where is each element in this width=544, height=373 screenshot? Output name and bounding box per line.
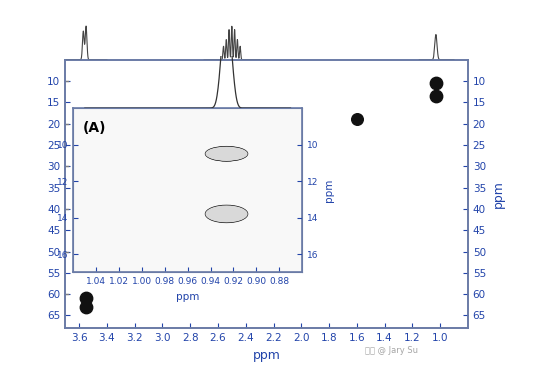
Ellipse shape — [217, 208, 237, 220]
Ellipse shape — [212, 207, 242, 221]
Ellipse shape — [210, 147, 243, 160]
Y-axis label: ppm: ppm — [324, 179, 334, 202]
Ellipse shape — [213, 148, 240, 160]
Text: (A): (A) — [83, 121, 106, 135]
Ellipse shape — [210, 206, 243, 222]
Ellipse shape — [213, 207, 240, 221]
Y-axis label: ppm: ppm — [492, 180, 504, 208]
Ellipse shape — [212, 147, 242, 160]
Ellipse shape — [205, 205, 248, 223]
Ellipse shape — [215, 148, 238, 159]
Ellipse shape — [215, 207, 238, 220]
Point — [82, 304, 90, 310]
Ellipse shape — [206, 206, 246, 223]
Ellipse shape — [209, 147, 244, 160]
Point — [82, 295, 90, 301]
Ellipse shape — [208, 206, 245, 222]
Ellipse shape — [214, 207, 239, 221]
Ellipse shape — [206, 147, 246, 161]
Ellipse shape — [208, 147, 245, 161]
Ellipse shape — [217, 148, 237, 159]
Point — [220, 180, 229, 186]
X-axis label: ppm: ppm — [252, 349, 281, 362]
Point — [220, 140, 229, 146]
Ellipse shape — [209, 206, 244, 222]
Point — [431, 93, 440, 99]
Point — [353, 116, 361, 122]
X-axis label: ppm: ppm — [176, 292, 199, 302]
Ellipse shape — [214, 148, 239, 160]
Point — [431, 80, 440, 86]
Ellipse shape — [205, 146, 248, 161]
Text: 知乎 @ Jary Su: 知乎 @ Jary Su — [365, 346, 418, 355]
